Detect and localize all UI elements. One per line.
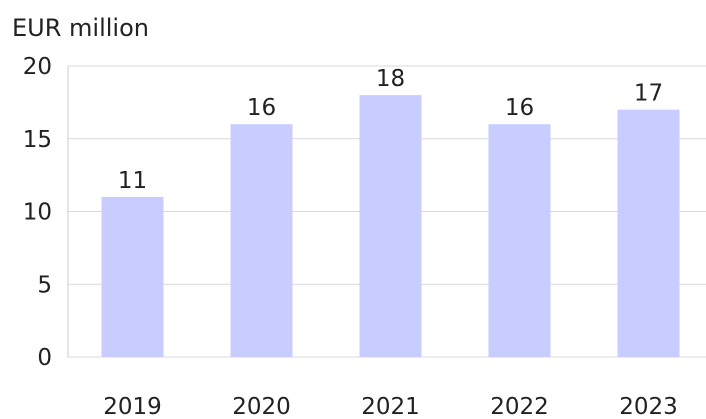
y-tick-label-20: 20 xyxy=(23,54,52,80)
bar-2021 xyxy=(359,95,422,357)
x-axis-ticks: 2019 2020 2021 2022 2023 xyxy=(103,394,678,419)
x-tick-label-2022: 2022 xyxy=(490,394,549,419)
unit-label: EUR million xyxy=(12,14,149,42)
bar-2022 xyxy=(488,124,551,357)
x-tick-label-2020: 2020 xyxy=(232,394,291,419)
bar-2019 xyxy=(101,196,164,357)
data-label-2022: 16 xyxy=(505,95,534,121)
bar-2020 xyxy=(230,124,293,357)
data-label-2023: 17 xyxy=(634,81,663,107)
bars xyxy=(101,95,680,358)
x-tick-label-2021: 2021 xyxy=(361,394,420,419)
x-tick-label-2019: 2019 xyxy=(103,394,162,419)
y-tick-label-10: 10 xyxy=(23,200,52,226)
data-label-2021: 18 xyxy=(376,66,405,92)
x-tick-label-2023: 2023 xyxy=(619,394,678,419)
y-tick-label-15: 15 xyxy=(23,127,52,153)
y-axis-ticks: 0 5 10 15 20 xyxy=(23,54,52,371)
data-label-2020: 16 xyxy=(247,95,276,121)
data-labels: 11 16 18 16 17 xyxy=(118,66,663,194)
bar-2023 xyxy=(617,109,680,358)
data-label-2019: 11 xyxy=(118,168,147,194)
y-tick-label-5: 5 xyxy=(37,272,52,298)
y-tick-label-0: 0 xyxy=(37,345,52,371)
